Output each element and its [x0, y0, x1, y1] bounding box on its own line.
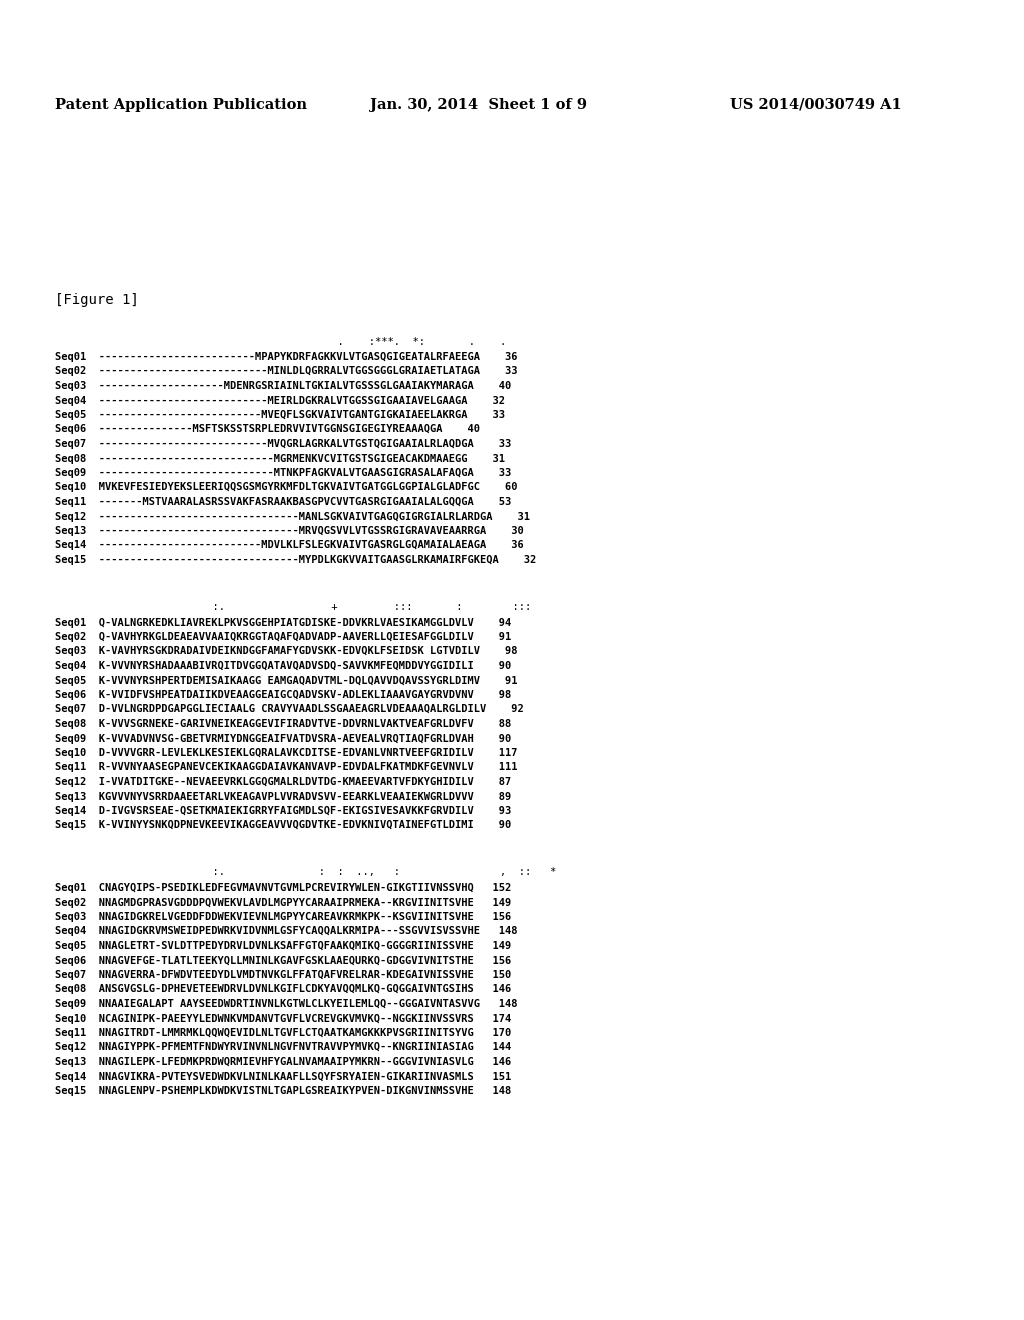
Text: Seq01  CNAGYQIPS-PSEDIKLEDFEGVMAVNVTGVMLPCREVIRYWLEN-GIKGTIIVNSSVHQ   152: Seq01 CNAGYQIPS-PSEDIKLEDFEGVMAVNVTGVMLP… [55, 883, 511, 894]
Text: Seq07  D-VVLNGRDPDGAPGGLIECIAALG CRAVYVAADLSSGAAEAGRLVDEAAAQALRGLDILV    92: Seq07 D-VVLNGRDPDGAPGGLIECIAALG CRAVYVAA… [55, 705, 523, 714]
Text: Seq14  --------------------------MDVLKLFSLEGKVAIVTGASRGLGQAMAIALAEAGA    36: Seq14 --------------------------MDVLKLFS… [55, 540, 523, 550]
Text: Seq15  K-VVINYYSNKQDPNEVKEEVIKAGGEAVVVQGDVTKE-EDVKNIVQTAINEFGTLDIMI    90: Seq15 K-VVINYYSNKQDPNEVKEEVIKAGGEAVVVQGD… [55, 821, 511, 830]
Text: Seq09  NNAAIEGALAPT AAYSEEDWDRTINVNLKGTWLCLKYEILEMLQQ--GGGAIVNTASVVG   148: Seq09 NNAAIEGALAPT AAYSEEDWDRTINVNLKGTWL… [55, 999, 517, 1008]
Text: Patent Application Publication: Patent Application Publication [55, 98, 307, 112]
Text: Seq12  --------------------------------MANLSGKVAIVTGAGQGIGRGIALRLARDGA    31: Seq12 --------------------------------MA… [55, 511, 530, 521]
Text: Seq03  NNAGIDGKRELVGEDDFDDWEKVIEVNLMGPYYCAREAVKRMKPK--KSGVIINITSVHE   156: Seq03 NNAGIDGKRELVGEDDFDDWEKVIEVNLMGPYYC… [55, 912, 511, 921]
Text: Seq11  R-VVVNYAASEGPANEVCEKIKAAGGDAIAVKANVAVP-EDVDALFKATMDKFGEVNVLV    111: Seq11 R-VVVNYAASEGPANEVCEKIKAAGGDAIAVKAN… [55, 763, 517, 772]
Text: Seq13  --------------------------------MRVQGSVVLVTGSSRGIGRAVAVEAARRGA    30: Seq13 --------------------------------MR… [55, 525, 523, 536]
Text: Seq15  NNAGLENPV-PSHEMPLKDWDKVISTNLTGAPLGSREAIKYPVEN-DIKGNVINMSSVHE   148: Seq15 NNAGLENPV-PSHEMPLKDWDKVISTNLTGAPLG… [55, 1086, 511, 1096]
Text: Seq04  ---------------------------MEIRLDGKRALVTGGSSGIGAAIAVELGAAGA    32: Seq04 ---------------------------MEIRLDG… [55, 396, 505, 405]
Text: Seq10  NCAGINIPK-PAEEYYLEDWNKVMDANVTGVFLVCREVGKVMVKQ--NGGKIINVSSVRS   174: Seq10 NCAGINIPK-PAEEYYLEDWNKVMDANVTGVFLV… [55, 1014, 511, 1023]
Text: Seq06  NNAGVEFGE-TLATLTEEKYQLLMNINLKGAVFGSKLAAEQURKQ-GDGGVIVNITSTHE   156: Seq06 NNAGVEFGE-TLATLTEEKYQLLMNINLKGAVFG… [55, 956, 511, 965]
Text: Seq07  NNAGVERRA-DFWDVTEEDYDLVMDTNVKGLFFATQAFVRELRAR-KDEGAIVNISSVHE   150: Seq07 NNAGVERRA-DFWDVTEEDYDLVMDTNVKGLFFA… [55, 970, 511, 979]
Text: Seq08  ANSGVGSLG-DPHEVETEEWDRVLDVNLKGIFLCDKYAVQQMLKQ-GQGGAIVNTGSIHS   146: Seq08 ANSGVGSLG-DPHEVETEEWDRVLDVNLKGIFLC… [55, 985, 511, 994]
Text: Seq02  Q-VAVHYRKGLDEAEAVVAAIQKRGGTAQAFQADVADP-AAVERLLQEIESAFGGLDILV    91: Seq02 Q-VAVHYRKGLDEAEAVVAAIQKRGGTAQAFQAD… [55, 632, 511, 642]
Text: Seq06  ---------------MSFTSKSSTSRPLEDRVVIVTGGNSGIGEGIYREAAAQGA    40: Seq06 ---------------MSFTSKSSTSRPLEDRVVI… [55, 425, 480, 434]
Text: Seq07  ---------------------------MVQGRLAGRKALVTGSTQGIGAAIALRLAQDGA    33: Seq07 ---------------------------MVQGRLA… [55, 440, 511, 449]
Text: .    :***.  *:       .    .: . :***. *: . . [150, 337, 506, 347]
Text: Seq04  K-VVVNYRSHADAAABIVRQITDVGGQATAVQADVSDQ-SAVVKMFEQMDDVYGGIDILI    90: Seq04 K-VVVNYRSHADAAABIVRQITDVGGQATAVQAD… [55, 661, 511, 671]
Text: Seq13  KGVVVNYVSRRDAAEETARLVKEAGAVPLVVRADVSVV-EEARKLVEAAIEKWGRLDVVV    89: Seq13 KGVVVNYVSRRDAAEETARLVKEAGAVPLVVRAD… [55, 792, 511, 801]
Text: US 2014/0030749 A1: US 2014/0030749 A1 [730, 98, 902, 112]
Text: Seq11  -------MSTVAARALASRSSVAKFASRAAKBASGPVCVVTGASRGIGAAIALALGQQGA    53: Seq11 -------MSTVAARALASRSSVAKFASRAAKBAS… [55, 498, 511, 507]
Text: Seq14  D-IVGVSRSEAE-QSETKMAIEKIGRRYFAIGMDLSQF-EKIGSIVESAVKKFGRVDILV    93: Seq14 D-IVGVSRSEAE-QSETKMAIEKIGRRYFAIGMD… [55, 807, 511, 816]
Text: Seq01  Q-VALNGRKEDKLIAVREKLPKVSGGEHPIATGDISKE-DDVKRLVAESIKAMGGLDVLV    94: Seq01 Q-VALNGRKEDKLIAVREKLPKVSGGEHPIATGD… [55, 618, 511, 627]
Text: Seq05  NNAGLETRT-SVLDTTPEDYDRVLDVNLKSAFFGTQFAAKQMIKQ-GGGGRIINISSVHE   149: Seq05 NNAGLETRT-SVLDTTPEDYDRVLDVNLKSAFFG… [55, 941, 511, 950]
Text: Jan. 30, 2014  Sheet 1 of 9: Jan. 30, 2014 Sheet 1 of 9 [370, 98, 587, 112]
Text: Seq14  NNAGVIKRA-PVTEYSVEDWDKVLNINLKAAFLLSQYFSRYAIEN-GIKARIINVASMLS   151: Seq14 NNAGVIKRA-PVTEYSVEDWDKVLNINLKAAFLL… [55, 1072, 511, 1081]
Text: Seq02  NNAGMDGPRASVGDDDPQVWEKVLAVDLMGPYYCARAAIPRMEKA--KRGVIINITSVHE   149: Seq02 NNAGMDGPRASVGDDDPQVWEKVLAVDLMGPYYC… [55, 898, 511, 908]
Text: [Figure 1]: [Figure 1] [55, 293, 138, 308]
Text: Seq03  --------------------MDENRGSRIAINLTGKIALVTGSSSGLGAAIAKYMARAGA    40: Seq03 --------------------MDENRGSRIAINLT… [55, 381, 511, 391]
Text: :.                 +         :::       :        :::: :. + ::: : ::: [150, 602, 544, 611]
Text: Seq12  NNAGIYPPK-PFMEMTFNDWYRVINVNLNGVFNVTRAVVPYMVKQ--KNGRIINIASIAG   144: Seq12 NNAGIYPPK-PFMEMTFNDWYRVINVNLNGVFNV… [55, 1043, 511, 1052]
Text: :.               :  :  ..,   :                ,  ::   *: :. : : .., : , :: * [150, 867, 556, 876]
Text: Seq03  K-VAVHYRSGKDRADAIVDEIKNDGGFAMAFYGDVSKK-EDVQKLFSEIDSK LGTVDILV    98: Seq03 K-VAVHYRSGKDRADAIVDEIKNDGGFAMAFYGD… [55, 647, 517, 656]
Text: Seq04  NNAGIDGKRVMSWEIDPEDWRKVIDVNMLGSFYCAQQALKRMIPA---SSGVVISVSSVHE   148: Seq04 NNAGIDGKRVMSWEIDPEDWRKVIDVNMLGSFYC… [55, 927, 517, 936]
Text: Seq10  MVKEVFESIEDYEKSLEERIQQSGSMGYRKMFDLTGKVAIVTGATGGLGGPIALGLADFGC    60: Seq10 MVKEVFESIEDYEKSLEERIQQSGSMGYRKMFDL… [55, 483, 517, 492]
Text: Seq09  K-VVVADVNVSG-GBETVRMIYDNGGEAIFVATDVSRA-AEVEALVRQTIAQFGRLDVAH    90: Seq09 K-VVVADVNVSG-GBETVRMIYDNGGEAIFVATD… [55, 734, 511, 743]
Text: Seq02  ---------------------------MINLDLQGRRALVTGGSGGGLGRAIAETLATAGA    33: Seq02 ---------------------------MINLDLQ… [55, 367, 517, 376]
Text: Seq11  NNAGITRDT-LMMRMKLQQWQEVIDLNLTGVFLCTQAATKAMGKKKPVSGRIINITSYVG   170: Seq11 NNAGITRDT-LMMRMKLQQWQEVIDLNLTGVFLC… [55, 1028, 511, 1038]
Text: Seq15  --------------------------------MYPDLKGKVVAITGAASGLRKAMAIRFGKEQA    32: Seq15 --------------------------------MY… [55, 554, 537, 565]
Text: Seq06  K-VVIDFVSHPEATDAIIKDVEAAGGEAIGCQADVSKV-ADLEKLIAAAVGAYGRVDVNV    98: Seq06 K-VVIDFVSHPEATDAIIKDVEAAGGEAIGCQAD… [55, 690, 511, 700]
Text: Seq05  K-VVVNYRSHPERTDEMISAIKAAGG EAMGAQADVTML-DQLQAVVDQAVSSYGRLDIMV    91: Seq05 K-VVVNYRSHPERTDEMISAIKAAGG EAMGAQA… [55, 676, 517, 685]
Text: Seq01  -------------------------MPAPYKDRFAGKKVLVTGASQGIGEATALRFAEEGA    36: Seq01 -------------------------MPAPYKDRF… [55, 352, 517, 362]
Text: Seq08  ----------------------------MGRMENKVCVITGSTSGIGEACAKDMAAEGG    31: Seq08 ----------------------------MGRMEN… [55, 454, 505, 463]
Text: Seq09  ----------------------------MTNKPFAGKVALVTGAASGIGRASALAFAQGA    33: Seq09 ----------------------------MTNKPF… [55, 469, 511, 478]
Text: Seq05  --------------------------MVEQFLSGKVAIVTGANTGIGKAIAEELAKRGA    33: Seq05 --------------------------MVEQFLSG… [55, 411, 505, 420]
Text: Seq13  NNAGILEPK-LFEDMKPRDWQRMIEVHFYGALNVAMAAIPYMKRN--GGGVIVNIASVLG   146: Seq13 NNAGILEPK-LFEDMKPRDWQRMIEVHFYGALNV… [55, 1057, 511, 1067]
Text: Seq10  D-VVVVGRR-LEVLEKLKESIEKLGQRALAVKCDITSE-EDVANLVNRTVEEFGRIDILV    117: Seq10 D-VVVVGRR-LEVLEKLKESIEKLGQRALAVKCD… [55, 748, 517, 758]
Text: Seq12  I-VVATDITGKE--NEVAEEVRKLGGQGMALRLDVTDG-KMAEEVARTVFDKYGHIDILV    87: Seq12 I-VVATDITGKE--NEVAEEVRKLGGQGMALRLD… [55, 777, 511, 787]
Text: Seq08  K-VVVSGRNEKE-GARIVNEIKEAGGEVIFIRADVTVE-DDVRNLVAKTVEAFGRLDVFV    88: Seq08 K-VVVSGRNEKE-GARIVNEIKEAGGEVIFIRAD… [55, 719, 511, 729]
